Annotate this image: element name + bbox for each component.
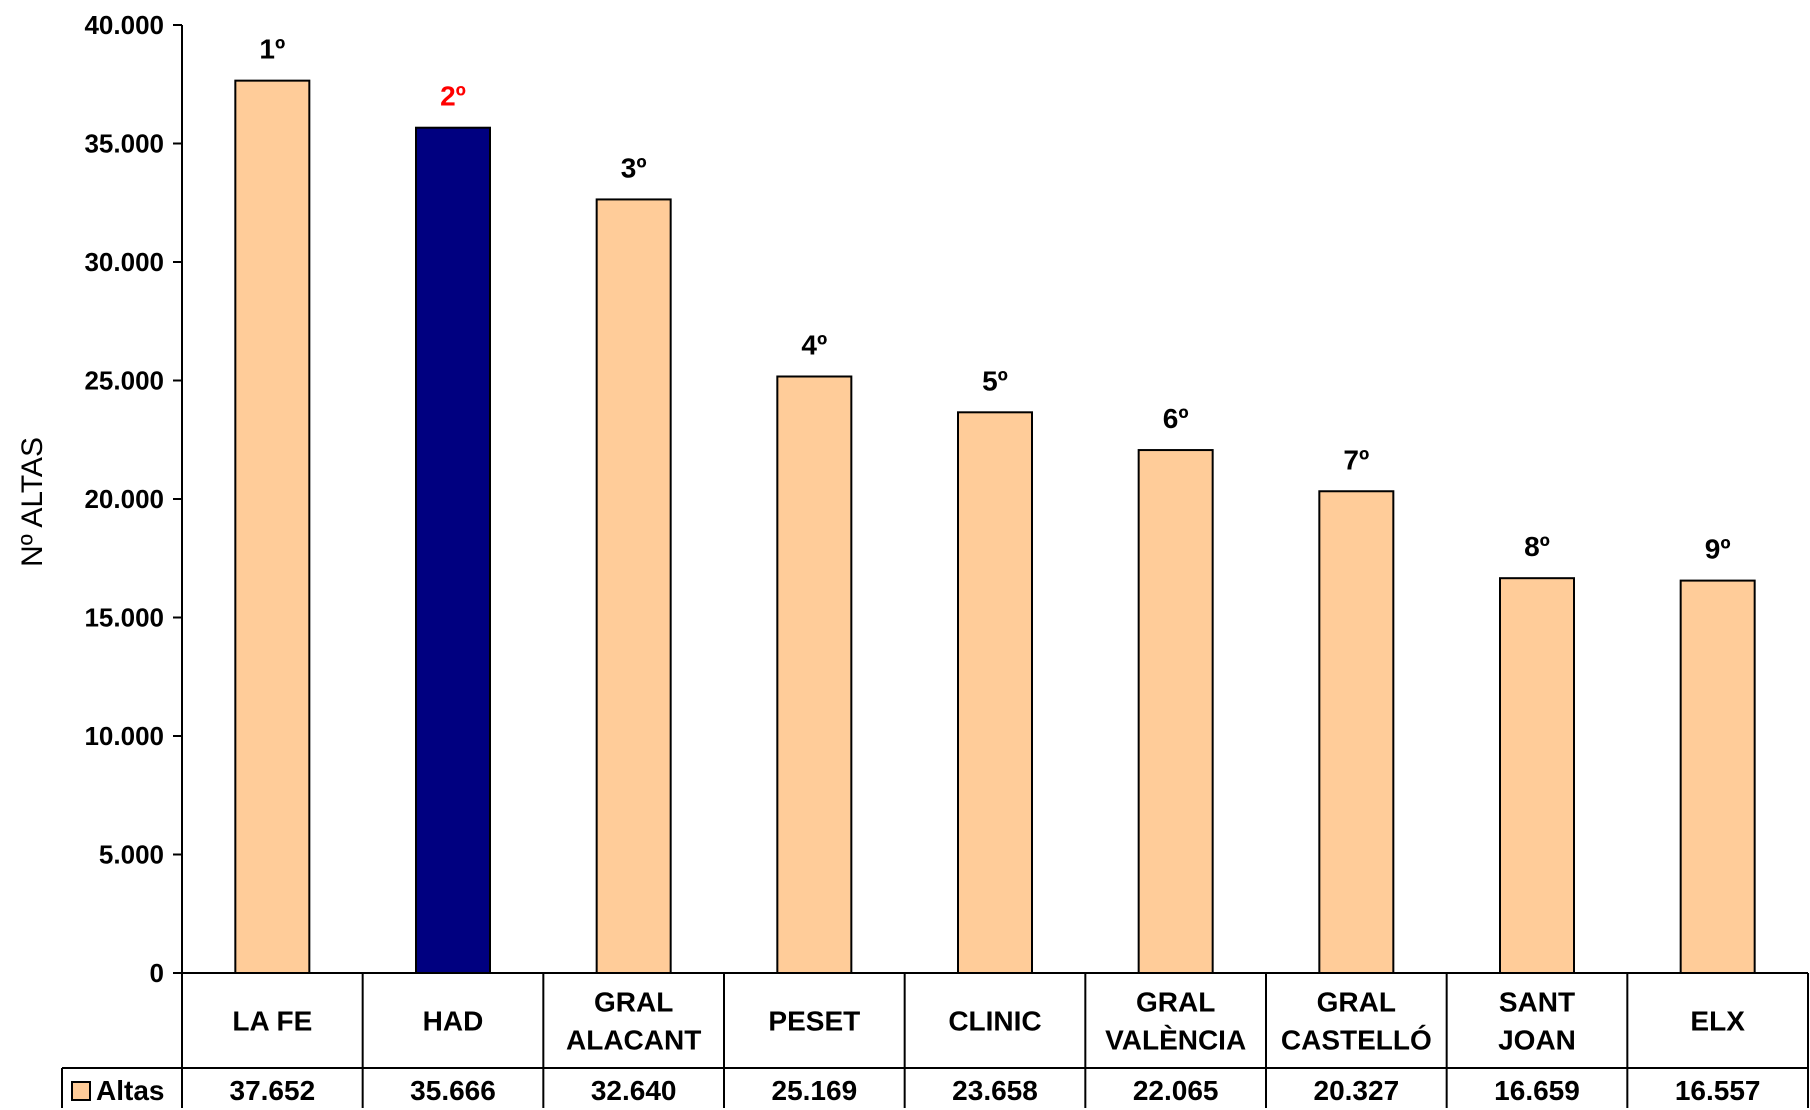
rank-label: 2º xyxy=(440,81,466,112)
rank-label: 8º xyxy=(1524,531,1550,562)
y-tick-label: 0 xyxy=(150,958,164,988)
y-tick-label: 35.000 xyxy=(84,129,164,159)
y-tick-label: 40.000 xyxy=(84,10,164,40)
bar xyxy=(1679,579,1756,975)
category-label: PESET xyxy=(768,1006,860,1037)
category-label: HAD xyxy=(423,1006,484,1037)
category-label: JOAN xyxy=(1498,1025,1576,1056)
category-label: CLINIC xyxy=(948,1006,1041,1037)
rank-label: 6º xyxy=(1163,403,1189,434)
category-label: SANT xyxy=(1499,987,1575,1018)
bar xyxy=(415,126,491,974)
bar xyxy=(234,79,311,975)
rank-label: 5º xyxy=(982,365,1008,396)
rank-label: 1º xyxy=(259,34,285,65)
data-label: 25.169 xyxy=(772,1075,858,1106)
data-label: 16.557 xyxy=(1675,1075,1761,1106)
rank-label: 7º xyxy=(1343,444,1369,475)
legend-label: Altas xyxy=(96,1075,164,1106)
bar xyxy=(776,375,853,974)
data-table: LA FE HAD GRAL ALACANT PESET CLINIC GRAL VALÈNC… xyxy=(61,972,1809,1108)
rank-label: 3º xyxy=(621,152,647,183)
bar xyxy=(1137,449,1214,974)
bar xyxy=(595,198,672,974)
y-tick-label: 20.000 xyxy=(84,484,164,514)
category-label: CASTELLÓ xyxy=(1281,1025,1432,1056)
bar xyxy=(1499,577,1575,974)
data-label: 32.640 xyxy=(591,1075,677,1106)
data-label: 20.327 xyxy=(1314,1075,1400,1106)
data-label: 35.666 xyxy=(410,1075,496,1106)
y-tick-label: 10.000 xyxy=(84,721,164,751)
y-tick-label: 5.000 xyxy=(99,840,164,870)
axes: 0 5.000 10.000 15.000 20.000 25.000 30.000 35.0… xyxy=(84,10,183,988)
category-label: GRAL xyxy=(1317,987,1396,1018)
data-label: 16.659 xyxy=(1494,1075,1580,1106)
bar xyxy=(1318,490,1395,974)
y-tick-label: 25.000 xyxy=(84,366,164,396)
bars: 1º 2º 3º 4º 5º 6º 7º 8º 9º xyxy=(234,34,1756,975)
category-label: VALÈNCIA xyxy=(1105,1025,1246,1056)
category-label: GRAL xyxy=(594,987,673,1018)
legend-swatch xyxy=(71,1081,91,1101)
bar xyxy=(957,411,1033,974)
rank-label: 4º xyxy=(801,329,827,360)
y-axis-label: Nº ALTAS xyxy=(16,437,49,567)
y-tick-label: 30.000 xyxy=(84,247,164,277)
data-label: 37.652 xyxy=(230,1075,316,1106)
y-tick-label: 15.000 xyxy=(84,603,164,633)
category-label: ALACANT xyxy=(566,1025,701,1056)
rank-label: 9º xyxy=(1705,534,1731,565)
data-label: 22.065 xyxy=(1133,1075,1219,1106)
category-label: LA FE xyxy=(232,1006,312,1037)
category-label: ELX xyxy=(1690,1006,1745,1037)
data-label: 23.658 xyxy=(952,1075,1038,1106)
category-label: GRAL xyxy=(1136,987,1215,1018)
